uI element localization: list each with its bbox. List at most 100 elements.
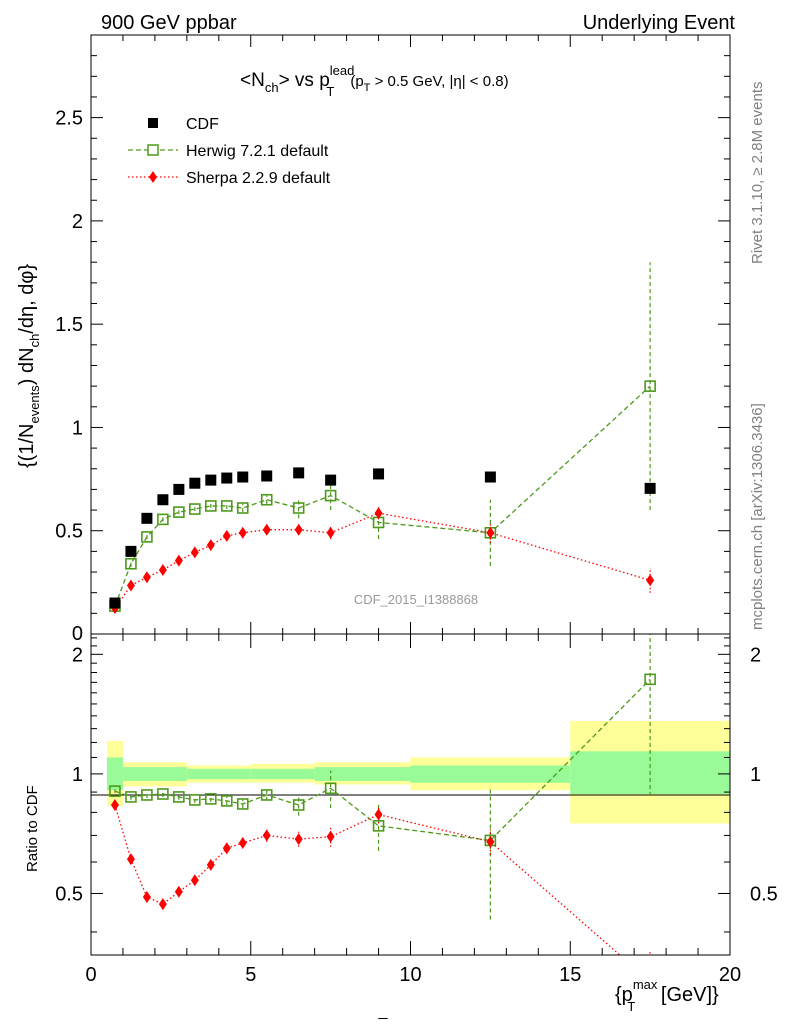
- cdf-point: [221, 472, 233, 484]
- sherpa-point: [190, 546, 199, 559]
- main-series-layer: [109, 262, 656, 615]
- sherpa-point: [238, 526, 247, 539]
- ratio-panel: 0.5 0.51 12 20 5 10 15 20 Ratio to CDF {pmax T […: [24, 633, 778, 1020]
- main-panel: 0.5 1 1.5 2 2.5 0 CDF_2015_I1388868 <Nch> vs …: [16, 34, 731, 645]
- ratio-sherpa-point: [110, 799, 119, 812]
- ratio-sherpa-point: [174, 885, 183, 898]
- herwig-point: [189, 503, 201, 515]
- ratio-herwig-point: [157, 788, 169, 800]
- herwig-line: [114, 385, 651, 607]
- ratio-herwig-point: [236, 798, 249, 810]
- cdf-point: [237, 471, 249, 483]
- ratio-sherpa-point: [374, 808, 383, 821]
- cdf-point: [205, 474, 217, 486]
- legend-entry-sherpa: Sherpa 2.2.9 default: [128, 170, 331, 187]
- rivet-label: Rivet 3.1.10, ≥ 2.8M events: [749, 82, 766, 265]
- herwig-point: [324, 489, 337, 502]
- ratio-herwig-point: [260, 789, 273, 801]
- ratio-band-inner: [314, 767, 411, 781]
- ratio-sherpa-point: [238, 836, 247, 849]
- legend-label-herwig: Herwig 7.2.1 default: [186, 143, 329, 160]
- sherpa-point: [222, 529, 231, 542]
- ratio-herwig-point: [189, 794, 201, 806]
- ratio-herwig-point: [125, 791, 137, 803]
- cdf-point: [644, 482, 656, 494]
- ratio-bands: [106, 720, 730, 824]
- cdf-point: [173, 483, 185, 495]
- ratio-panel-ticks: 0.5 0.51 12 20 5 10 15 20: [55, 634, 778, 986]
- ratio-band-inner: [186, 768, 251, 780]
- ratio-xtick-label: 20: [719, 964, 741, 986]
- ratio-herwig-point: [324, 782, 337, 795]
- cdf-point: [484, 471, 496, 483]
- ratio-band-inner: [122, 767, 187, 781]
- watermark: CDF_2015_I1388868: [354, 592, 478, 607]
- ratio-sherpa-point: [142, 890, 151, 903]
- ratio-sherpa-point: [222, 842, 231, 855]
- sherpa-point: [174, 554, 183, 567]
- herwig-point: [157, 513, 169, 526]
- ratio-herwig-line: [114, 678, 651, 842]
- legend-entry-herwig: Herwig 7.2.1 default: [128, 143, 329, 160]
- ratio-sherpa-point: [486, 835, 495, 848]
- cdf-point: [293, 467, 305, 479]
- herwig-point: [125, 557, 137, 570]
- sherpa-point: [294, 523, 303, 536]
- ratio-ytick-label-right: 0.5: [750, 883, 778, 905]
- ratio-herwig-point: [220, 795, 233, 807]
- cdf-point: [109, 597, 121, 609]
- legend-marker-cdf: [148, 118, 158, 128]
- main-ytick-label: 2.5: [55, 108, 83, 130]
- legend-marker-sherpa: [149, 171, 157, 183]
- sherpa-point: [326, 526, 335, 539]
- ratio-series-layer: [109, 634, 656, 955]
- sherpa-point: [142, 571, 151, 584]
- sherpa-point: [374, 507, 383, 520]
- ratio-panel-frame: [90, 633, 731, 956]
- main-ylabel: {(1/Nevents) dNch/dη, dφ}: [16, 264, 42, 468]
- ratio-xtick-label: 15: [559, 964, 581, 986]
- ratio-ytick-label: 1: [72, 764, 83, 786]
- ratio-sherpa-point: [126, 853, 135, 866]
- cdf-point: [141, 512, 153, 524]
- herwig-point: [260, 493, 273, 506]
- ratio-ylabel: Ratio to CDF: [24, 785, 41, 872]
- header-right: Underlying Event: [583, 12, 736, 34]
- ratio-herwig-point: [109, 785, 121, 797]
- ratio-ytick-label: 0.5: [55, 883, 83, 905]
- ratio-ytick-label-right: 2: [750, 644, 761, 666]
- header-left: 900 GeV ppbar: [101, 12, 237, 34]
- cdf-point: [125, 545, 137, 557]
- main-ytick-label-zero: 0: [72, 623, 83, 645]
- legend-label-cdf: CDF: [186, 116, 219, 133]
- main-ytick-label: 2: [72, 211, 83, 233]
- herwig-point: [205, 500, 217, 512]
- sherpa-point: [486, 526, 495, 539]
- ratio-herwig-point: [205, 793, 217, 805]
- cdf-point: [157, 494, 169, 506]
- sherpa-point: [126, 579, 135, 592]
- ratio-ytick-label: 2: [72, 644, 83, 666]
- ratio-xtick-label: 0: [85, 964, 96, 986]
- below-axis-text: _: [378, 1003, 389, 1020]
- herwig-point: [644, 380, 656, 392]
- cdf-point: [325, 474, 337, 486]
- ratio-herwig-point: [173, 791, 185, 803]
- ratio-xtick-label: 10: [399, 964, 421, 986]
- ratio-sherpa-point: [294, 833, 303, 846]
- ratio-sherpa-point: [190, 874, 199, 887]
- ratio-sherpa-point: [262, 829, 271, 842]
- ratio-band-inner: [250, 768, 315, 780]
- ratio-herwig-point: [141, 789, 153, 801]
- sherpa-point: [646, 574, 655, 587]
- herwig-point: [292, 502, 305, 514]
- ratio-sherpa-point: [158, 898, 167, 911]
- cdf-point: [261, 470, 273, 482]
- plot-title: <Nch> vs plead T(pT > 0.5 GeV, |η| < 0.8): [240, 63, 509, 99]
- herwig-point: [220, 500, 233, 512]
- legend: CDF Herwig 7.2.1 default Sherpa 2.2.9 de…: [128, 116, 331, 187]
- ratio-herwig-point: [292, 799, 305, 811]
- ratio-ytick-label-right: 1: [750, 764, 761, 786]
- ratio-band-inner: [410, 765, 571, 783]
